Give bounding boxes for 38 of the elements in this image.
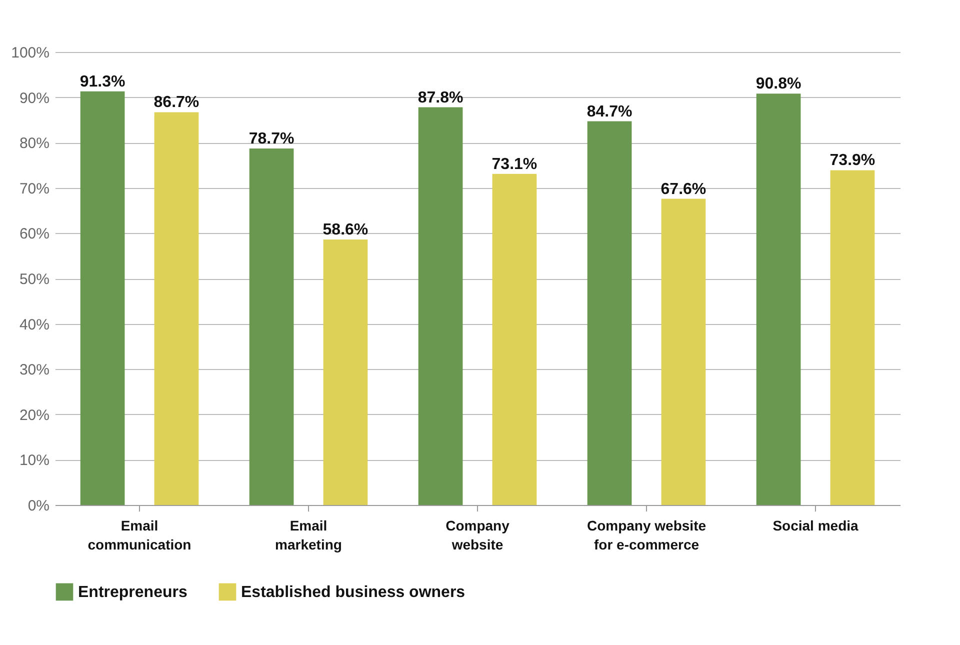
data-label: 87.8%: [418, 89, 464, 106]
x-tick-label: Email marketing: [275, 518, 342, 552]
data-label: 67.6%: [660, 180, 706, 198]
y-tick-label: 10%: [19, 452, 50, 470]
x-tick-label: Company website: [446, 518, 510, 552]
y-tick-label: 80%: [19, 135, 50, 152]
bar: [587, 121, 632, 505]
y-tick-label: 90%: [19, 90, 50, 107]
bar: [323, 240, 368, 505]
data-label: 73.1%: [492, 156, 538, 173]
data-label: 90.8%: [756, 76, 802, 93]
data-label: 86.7%: [154, 94, 200, 112]
data-label: 73.9%: [830, 152, 876, 170]
y-tick-label: 30%: [19, 362, 50, 379]
y-tick-label: 40%: [19, 316, 50, 334]
y-tick-label: 60%: [19, 226, 50, 243]
bar: [492, 174, 537, 505]
x-tick-label: Company website for e-commerce: [586, 518, 706, 552]
bar: [830, 170, 875, 505]
y-tick-label: 50%: [19, 271, 50, 288]
x-tick-label: Email communication: [88, 518, 192, 552]
bar: [80, 91, 125, 505]
y-tick-label: 100%: [11, 44, 50, 62]
bar: [154, 112, 199, 505]
y-tick-label: 70%: [19, 180, 50, 198]
legend-label: Established business owners: [241, 584, 466, 601]
x-tick-label: Social media: [772, 518, 859, 534]
bar: [418, 107, 463, 505]
bar: [249, 148, 294, 505]
y-tick-label: 20%: [19, 406, 50, 424]
data-label: 84.7%: [586, 103, 632, 120]
legend-label: Entrepreneurs: [78, 584, 188, 601]
data-label: 91.3%: [80, 73, 126, 90]
y-tick-label: 0%: [28, 498, 50, 514]
bar: [661, 198, 706, 505]
data-label: 58.6%: [322, 222, 368, 239]
data-label: 78.7%: [248, 130, 294, 148]
bar: [756, 94, 801, 505]
